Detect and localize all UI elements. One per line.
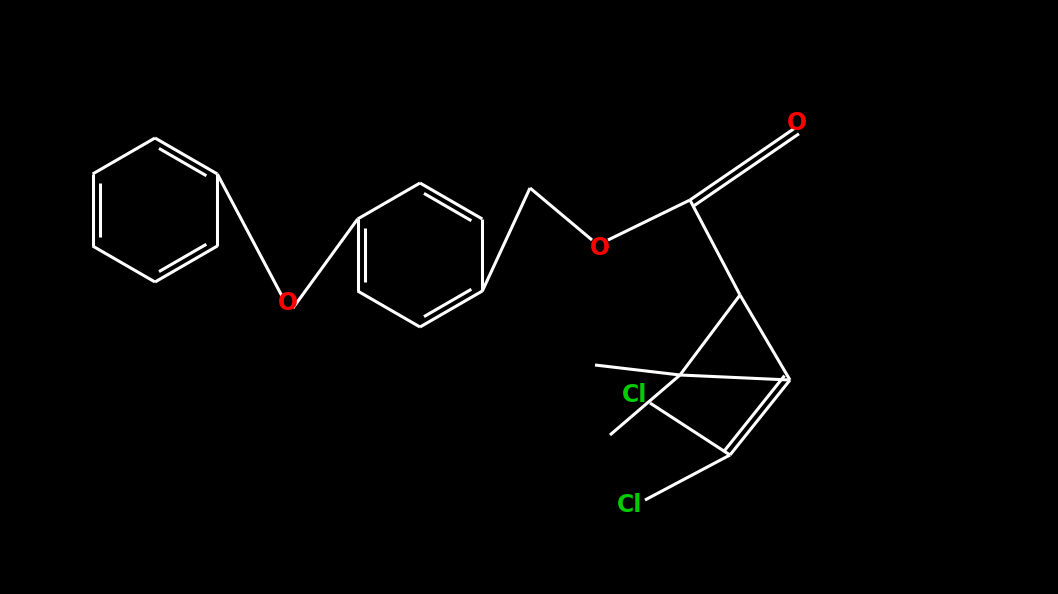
Text: O: O (590, 236, 610, 260)
Text: O: O (278, 291, 298, 315)
Text: O: O (787, 111, 807, 135)
Text: Cl: Cl (622, 383, 647, 407)
Text: Cl: Cl (617, 493, 642, 517)
